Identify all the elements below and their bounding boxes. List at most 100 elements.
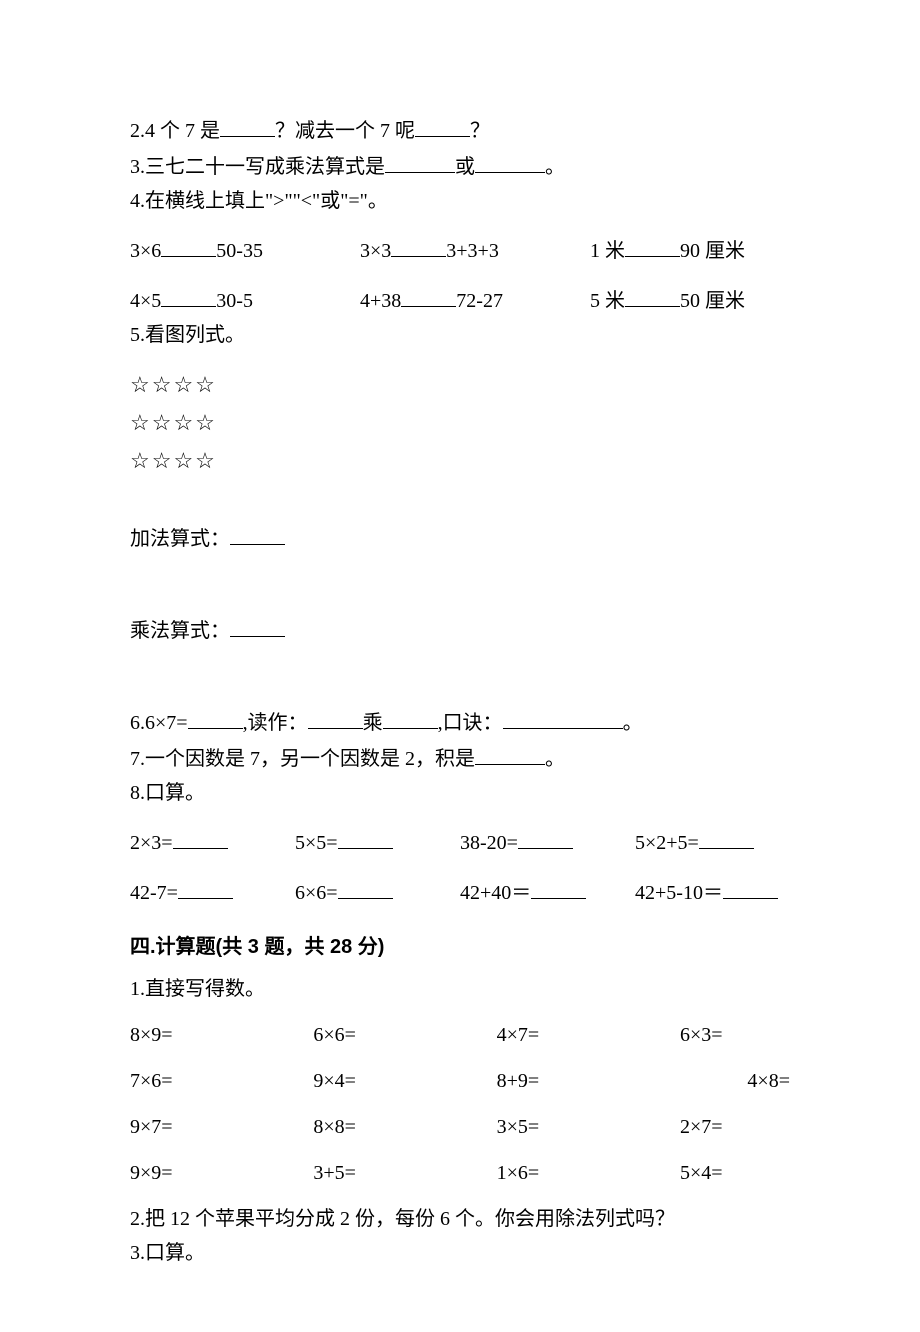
q6-p4: ,口诀： (438, 712, 503, 734)
calc-cell: 9×4= (313, 1066, 496, 1096)
calc-cell: 7×6= (130, 1066, 313, 1096)
q2-blank-2[interactable] (415, 114, 470, 137)
q8-r1-a: 2×3= (130, 832, 173, 854)
calc-cell: 5×4= (680, 1158, 790, 1188)
q8-row-1: 2×3= 5×5= 38-20= 5×2+5= (130, 826, 790, 858)
q4-r2-b-blank[interactable] (401, 284, 456, 307)
stars-grid: ☆☆☆☆ ☆☆☆☆ ☆☆☆☆ (130, 368, 790, 478)
section-4-title: 四.计算题(共 3 题，共 28 分) (130, 932, 790, 962)
calc-cell: 2×7= (680, 1112, 790, 1142)
table-row: 9×9= 3+5= 1×6= 5×4= (130, 1158, 790, 1188)
q8-r2-b-blank[interactable] (338, 876, 393, 899)
q2-prefix: 2.4 个 7 是 (130, 120, 220, 142)
q3-mid: 或 (455, 156, 475, 178)
q8-r1-d: 5×2+5= (635, 832, 699, 854)
question-6: 6.6×7= ,读作： 乘 ,口诀： 。 (130, 706, 790, 738)
stars-row-1: ☆☆☆☆ (130, 368, 790, 402)
q8-r2-b: 6×6= (295, 882, 338, 904)
q4-r1-b-left: 3×3 (360, 240, 391, 262)
q4-r2-c-left: 5 米 (590, 290, 625, 312)
q8-r2-c-blank[interactable] (531, 876, 586, 899)
calc-cell: 8×9= (130, 1020, 313, 1050)
q2-blank-1[interactable] (220, 114, 275, 137)
q8-r1-b: 5×5= (295, 832, 338, 854)
calc-cell: 1×6= (497, 1158, 680, 1188)
worksheet-page: 2.4 个 7 是？减去一个 7 呢？ 3.三七二十一写成乘法算式是或。 4.在… (0, 0, 920, 1332)
q6-p5: 。 (623, 712, 643, 734)
table-row: 9×7= 8×8= 3×5= 2×7= (130, 1112, 790, 1142)
question-5-title: 5.看图列式。 (130, 320, 790, 350)
q5-mul-label: 乘法算式： (130, 620, 230, 642)
q2-mid: ？减去一个 7 呢 (275, 120, 415, 142)
q4-row-1: 3×650-35 3×33+3+3 1 米90 厘米 (130, 234, 790, 266)
table-row: 7×6= 9×4= 8+9= 4×8= (130, 1066, 790, 1096)
s4-q2: 2.把 12 个苹果平均分成 2 份，每份 6 个。你会用除法列式吗？ (130, 1204, 790, 1234)
calc-cell: 3×5= (497, 1112, 680, 1142)
q5-multiplication: 乘法算式： (130, 614, 790, 646)
calc-cell: 9×7= (130, 1112, 313, 1142)
calc-table: 8×9= 6×6= 4×7= 6×3= 7×6= 9×4= 8+9= 4×8= … (130, 1020, 790, 1188)
q4-r1-b-blank[interactable] (391, 234, 446, 257)
q6-p2: ,读作： (243, 712, 308, 734)
q5-add-blank[interactable] (230, 522, 285, 545)
q4-r1-a-blank[interactable] (161, 234, 216, 257)
q4-r2-c-blank[interactable] (625, 284, 680, 307)
s4-q1-title: 1.直接写得数。 (130, 974, 790, 1004)
q8-r2-d-blank[interactable] (723, 876, 778, 899)
q4-r2-b-left: 4+38 (360, 290, 401, 312)
q8-r2-a-blank[interactable] (178, 876, 233, 899)
question-8-title: 8.口算。 (130, 778, 790, 808)
question-3: 3.三七二十一写成乘法算式是 或 。 (130, 150, 790, 182)
calc-cell: 6×3= (680, 1020, 790, 1050)
calc-cell: 4×7= (497, 1020, 680, 1050)
calc-cell: 8+9= (497, 1066, 680, 1096)
q6-p1: 6.6×7= (130, 712, 188, 734)
q5-addition: 加法算式： (130, 522, 790, 554)
q3-prefix: 3.三七二十一写成乘法算式是 (130, 156, 385, 178)
q8-r1-c: 38-20= (460, 832, 518, 854)
q6-blank-4[interactable] (503, 706, 623, 729)
q4-r2-a-right: 30-5 (216, 290, 253, 312)
q8-r1-a-blank[interactable] (173, 826, 228, 849)
calc-cell: 4×8= (680, 1066, 790, 1096)
q4-r1-a-left: 3×6 (130, 240, 161, 262)
calc-cell: 8×8= (313, 1112, 496, 1142)
question-4-title: 4.在横线上填上">""<"或"="。 (130, 186, 790, 216)
calc-cell: 3+5= (313, 1158, 496, 1188)
stars-row-3: ☆☆☆☆ (130, 444, 790, 478)
q8-r1-d-blank[interactable] (699, 826, 754, 849)
q3-suffix: 。 (545, 156, 565, 178)
q8-row-2: 42-7= 6×6= 42+40＝ 42+5-10＝ (130, 876, 790, 908)
q4-row-2: 4×5 30-5 4+38 72-27 5 米 50 厘米 (130, 284, 790, 316)
q6-p3: 乘 (363, 712, 383, 734)
calc-cell: 9×9= (130, 1158, 313, 1188)
q3-blank-1[interactable] (385, 150, 455, 173)
q8-r2-c: 42+40＝ (460, 882, 531, 904)
q7-post: 。 (545, 748, 565, 770)
q8-r1-c-blank[interactable] (518, 826, 573, 849)
q2-suffix: ？ (470, 120, 490, 142)
stars-row-2: ☆☆☆☆ (130, 406, 790, 440)
q4-r2-a-blank[interactable] (161, 284, 216, 307)
q4-r2-c-right: 50 厘米 (680, 290, 745, 312)
q8-r2-a: 42-7= (130, 882, 178, 904)
table-row: 8×9= 6×6= 4×7= 6×3= (130, 1020, 790, 1050)
calc-cell: 6×6= (313, 1020, 496, 1050)
q6-blank-2[interactable] (308, 706, 363, 729)
q4-r1-a-right: 50-35 (216, 240, 263, 262)
q5-mul-blank[interactable] (230, 614, 285, 637)
question-2: 2.4 个 7 是 ？减去一个 7 呢 ？ (130, 114, 790, 146)
q4-r1-c-blank[interactable] (625, 234, 680, 257)
q7-blank[interactable] (475, 742, 545, 765)
q4-r2-a-left: 4×5 (130, 290, 161, 312)
q4-r1-b-right: 3+3+3 (446, 240, 499, 262)
q4-r1-c-left: 1 米 (590, 240, 625, 262)
q6-blank-1[interactable] (188, 706, 243, 729)
q6-blank-3[interactable] (383, 706, 438, 729)
q3-blank-2[interactable] (475, 150, 545, 173)
s4-q3: 3.口算。 (130, 1238, 790, 1268)
q5-add-label: 加法算式： (130, 528, 230, 550)
q4-r2-b-right: 72-27 (456, 290, 503, 312)
q8-r1-b-blank[interactable] (338, 826, 393, 849)
q8-r2-d: 42+5-10＝ (635, 882, 723, 904)
